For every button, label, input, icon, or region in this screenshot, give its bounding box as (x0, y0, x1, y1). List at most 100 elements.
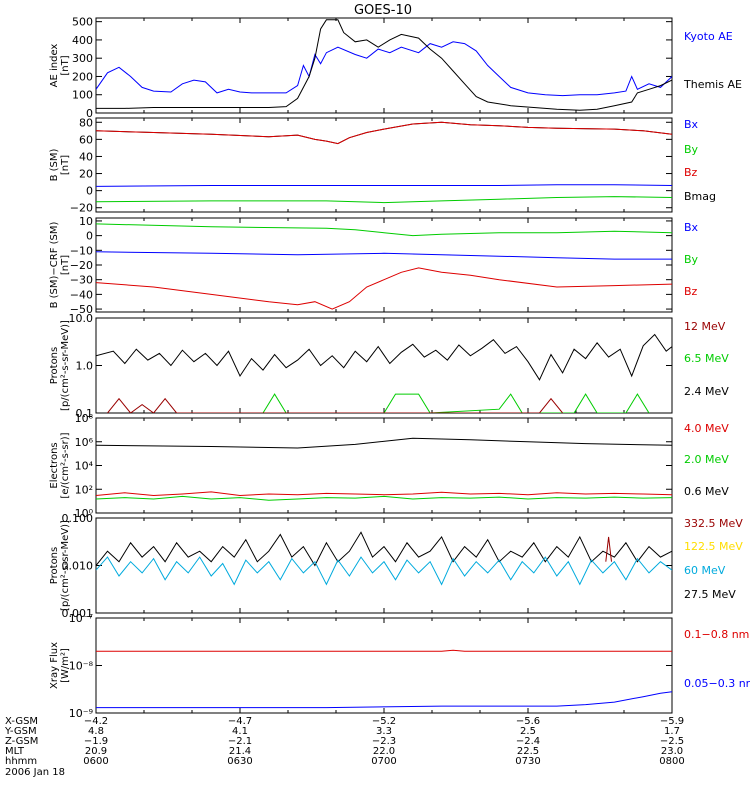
legend-entry: 27.5 MeV (684, 588, 736, 601)
xaxis-value: 23.0 (661, 746, 683, 757)
y-axis-label: AE index (49, 44, 60, 88)
legend-entry: 2.0 MeV (684, 453, 729, 466)
y-tick-label: 10⁶ (75, 436, 94, 449)
y-tick-label: −30 (70, 274, 93, 287)
legend-entry: 0.6 MeV (684, 485, 729, 498)
y-tick-label: 10.0 (69, 312, 94, 325)
series-line (96, 437, 672, 449)
y-tick-label: 10⁴ (75, 460, 94, 473)
y-tick-label: −20 (70, 259, 93, 272)
y-tick-label: 500 (72, 16, 93, 29)
series-line (96, 556, 672, 586)
y-tick-label: 0.001 (62, 607, 94, 620)
y-tick-label: 0.1 (76, 407, 94, 420)
series-line (96, 333, 672, 381)
xaxis-value: −4.7 (228, 716, 252, 727)
legend-entry: 4.0 MeV (684, 422, 729, 435)
legend-entry: Bz (684, 166, 698, 179)
y-axis-units: [nT] (60, 55, 71, 75)
y-axis-units: [p/(cm²-s-sr-MeV)] (60, 520, 71, 611)
xaxis-value: −4.2 (84, 716, 108, 727)
y-axis-label: B (SM)−CRF (SM) (49, 221, 60, 308)
legend-entry: By (684, 143, 699, 156)
y-tick-label: 400 (72, 34, 93, 47)
y-axis-label: Xray Flux (49, 642, 60, 689)
y-tick-label: 60 (79, 133, 93, 146)
y-tick-label: 10⁸ (75, 412, 94, 425)
xaxis-value: −2.5 (660, 736, 684, 747)
xaxis-row-label: Z-GSM (5, 736, 38, 747)
series-line (96, 121, 672, 145)
xaxis-value: −1.9 (84, 736, 108, 747)
xaxis-value: 2.5 (520, 726, 536, 737)
panel-electrons: 10⁰ 10² 10⁴ 10⁶ 10⁸ Electrons [e/(cm²-s-sr)] 4.… (49, 412, 729, 520)
xaxis-value: 0600 (83, 756, 108, 767)
series-line (96, 531, 672, 567)
y-tick-label: 10² (75, 483, 93, 496)
xaxis-value: −2.1 (228, 736, 252, 747)
series-line (96, 196, 672, 204)
panel-frame (95, 517, 673, 614)
xaxis-row-label: Y-GSM (4, 726, 37, 737)
panel-frame (95, 17, 673, 114)
xaxis-value: 4.1 (232, 726, 248, 737)
y-tick-label: 0 (86, 230, 93, 243)
xaxis-value: 0800 (659, 756, 684, 767)
xaxis-value: 0630 (227, 756, 252, 767)
y-tick-label: 40 (79, 150, 93, 163)
y-tick-label: 20 (79, 168, 93, 181)
series-line (96, 251, 672, 260)
legend-entry: By (684, 253, 699, 266)
y-tick-label: 10 (79, 215, 93, 228)
xaxis-value: 21.4 (229, 746, 251, 757)
panel-ae: 0 100 200 300 400 500 AE index [nT] Kyoto AE Them… (49, 16, 742, 120)
series-line (96, 19, 672, 111)
legend-entry: Kyoto AE (684, 30, 733, 43)
y-tick-label: 0 (86, 185, 93, 198)
legend-entry: Bx (684, 118, 699, 131)
y-axis-label: Electrons (49, 442, 60, 488)
series-line (96, 491, 672, 497)
panel-frame (95, 617, 673, 714)
legend-entry: Bz (684, 285, 698, 298)
xaxis-value: −5.9 (660, 716, 684, 727)
series-line (96, 649, 672, 652)
y-tick-label: 80 (79, 116, 93, 129)
series-line (107, 397, 563, 413)
xaxis-value: −5.2 (372, 716, 396, 727)
y-tick-label: 10⁻⁷ (69, 612, 93, 625)
figure-title: GOES-10 (354, 3, 412, 18)
xaxis-row-label: MLT (5, 746, 25, 757)
xaxis-value: −2.3 (372, 736, 396, 747)
xaxis-value: 22.0 (373, 746, 395, 757)
xaxis-row-label: X-GSM (5, 716, 38, 727)
xaxis-value: −5.6 (516, 716, 540, 727)
y-tick-label: 10⁻⁹ (69, 707, 93, 720)
y-axis-units: [nT] (60, 255, 71, 275)
panel-frame (95, 117, 673, 213)
y-tick-label: −10 (70, 244, 93, 257)
legend-entry: 0.1−0.8 nm (684, 628, 749, 641)
legend-entry: Themis AE (683, 78, 742, 91)
y-tick-label: −50 (70, 303, 93, 316)
panel-frame (95, 317, 673, 414)
legend-entry: Bmag (684, 190, 716, 203)
y-axis-units: [nT] (60, 155, 71, 175)
xaxis-value: 0730 (515, 756, 540, 767)
panel-xray: 10⁻⁹ 10⁻⁸ 10⁻⁷ Xray Flux [W/m²] 0.1−0.8 nm 0.0… (49, 612, 750, 720)
y-axis-label: Protons (49, 547, 60, 584)
y-axis-label: B (SM) (49, 148, 60, 181)
series-line (96, 495, 672, 501)
xaxis-value: 4.8 (88, 726, 104, 737)
xaxis-value: 0700 (371, 756, 396, 767)
series-line (96, 184, 672, 187)
series-line (262, 393, 650, 413)
legend-entry: 6.5 MeV (684, 352, 729, 365)
legend-entry: 12 MeV (684, 320, 726, 333)
panel-frame (95, 417, 673, 514)
y-axis-units: [e/(cm²-s-sr)] (60, 432, 71, 498)
y-tick-label: 10⁻⁸ (69, 660, 94, 673)
xaxis-value: 20.9 (85, 746, 107, 757)
series-line (605, 536, 612, 562)
